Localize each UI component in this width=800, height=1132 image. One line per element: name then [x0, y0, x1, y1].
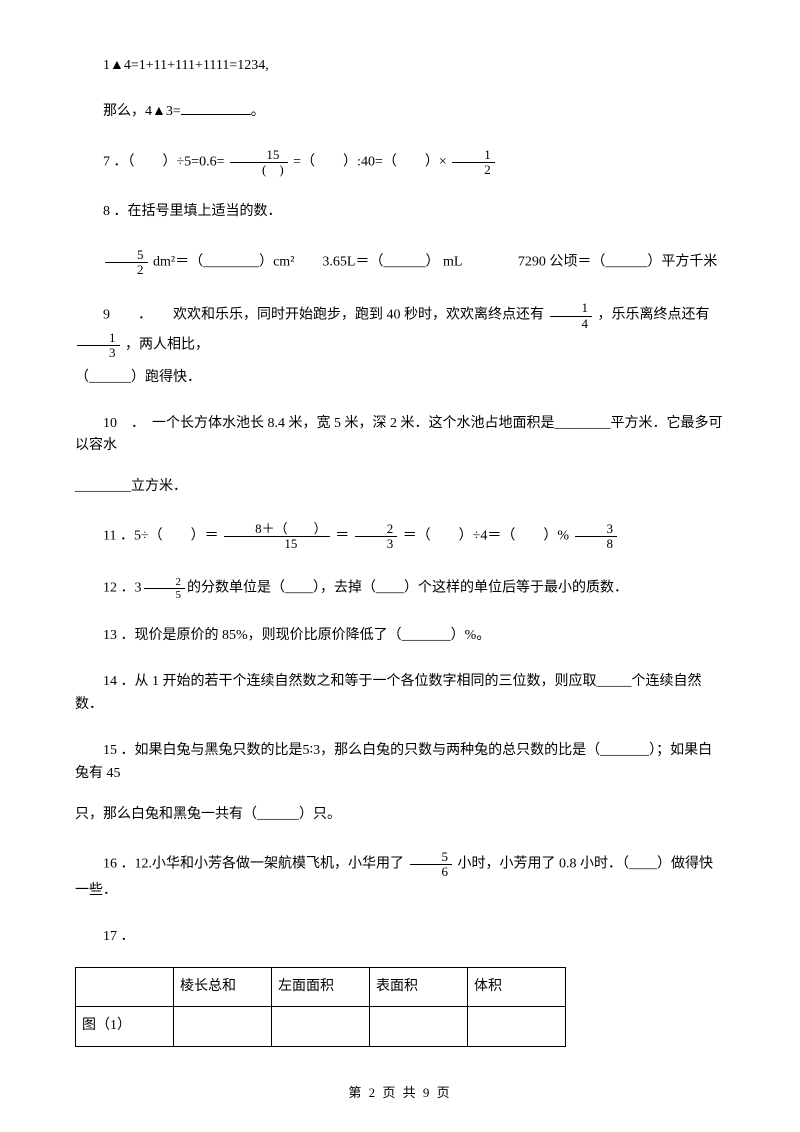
numerator: 2: [355, 522, 398, 537]
fraction-2-3: 2 3: [355, 522, 398, 552]
q15-line1: 15 ．如果白兔与黑兔只数的比是5∶3，那么白兔的只数与两种兔的总只数的比是（_…: [75, 740, 725, 786]
denominator: 5: [144, 589, 186, 601]
q17-table: 棱长总和 左面面积 表面积 体积 图（1）: [75, 967, 566, 1047]
numerator: 3: [575, 522, 618, 537]
table-cell: [76, 967, 174, 1006]
q9-line1: 9 ． 欢欢和乐乐，同时开始跑步，跑到 40 秒时，欢欢离终点还有 1 4 ，乐…: [75, 301, 725, 360]
text: 9 ． 欢欢和乐乐，同时开始跑步，跑到 40 秒时，欢欢离终点还有: [103, 308, 544, 323]
text: 11 ．5÷（ ）＝: [103, 529, 219, 544]
denominator: 2: [452, 163, 495, 177]
table-cell: [468, 1007, 566, 1046]
text: ，乐乐离终点还有: [598, 308, 710, 323]
denominator: 6: [410, 865, 453, 879]
fraction-5-2: 5 2: [105, 248, 148, 278]
q-pre-line1: 1▲4=1+11+111+1111=1234,: [75, 55, 725, 77]
table-cell: [272, 1007, 370, 1046]
q15-line2: 只，那么白兔和黑兔一共有（______）只。: [75, 804, 725, 826]
fraction-3-8: 3 8: [575, 522, 618, 552]
text: 15 ．如果白兔与黑兔只数的比是: [103, 743, 303, 758]
q12: 12 ．3 2 5 的分数单位是（____），去掉（____）个这样的单位后等于…: [75, 576, 725, 601]
fraction-1-3: 1 3: [77, 331, 120, 361]
q10-line1: 10 ． 一个长方体水池长 8.4 米，宽 5 米，深 2 米．这个水池占地面积…: [75, 413, 725, 458]
blank: [181, 101, 251, 115]
page-footer: 第 2 页 共 9 页: [0, 1083, 800, 1104]
numerator: 8＋（ ）: [224, 522, 330, 537]
table-row: 图（1）: [76, 1007, 566, 1046]
denominator: 2: [105, 263, 148, 277]
text: 的分数单位是（____），去掉（____）个这样的单位后等于最小的质数．: [187, 580, 628, 595]
numerator: 1: [452, 148, 495, 163]
q13: 13 ．现价是原价的 85%，则现价比原价降低了（_______）%。: [75, 625, 725, 647]
q9-line2: （______）跑得快．: [75, 367, 725, 389]
denominator: 4: [550, 317, 593, 331]
text: 16 ．12.小华和小芳各做一架航模飞机，小华用了: [103, 857, 404, 872]
denominator: 15: [224, 537, 330, 551]
numerator: 5: [410, 850, 453, 865]
table-cell: 左面面积: [272, 967, 370, 1006]
fraction-1-4: 1 4: [550, 301, 593, 331]
q-pre-line2: 那么，4▲3= 。: [75, 101, 725, 123]
numerator: 1: [77, 331, 120, 346]
ratio: 5∶3: [303, 743, 321, 758]
q8-title: 8 ．在括号里填上适当的数．: [75, 201, 725, 223]
text: =（ ）:40=（ ）×: [293, 154, 447, 169]
text: ＝（ ）÷4＝（ ）%: [403, 529, 569, 544]
text: 12 ．3: [103, 580, 142, 595]
table-cell: 棱长总和: [174, 967, 272, 1006]
q11: 11 ．5÷（ ）＝ 8＋（ ） 15 ＝ 2 3 ＝（ ）÷4＝（ ）% 3 …: [75, 522, 725, 552]
fraction-8plus: 8＋（ ） 15: [224, 522, 330, 552]
fraction-5-6: 5 6: [410, 850, 453, 880]
numerator: 1: [550, 301, 593, 316]
numerator: 2: [144, 576, 186, 589]
numerator: 15: [230, 148, 288, 163]
q10-line2: ________立方米．: [75, 476, 725, 498]
q14: 14 ．从 1 开始的若干个连续自然数之和等于一个各位数字相同的三位数，则应取_…: [75, 671, 725, 716]
fraction-15-paren: 15 ( ): [230, 148, 288, 178]
fraction-2-5: 2 5: [144, 576, 186, 601]
text: 7 ．（ ）÷5=0.6=: [103, 154, 224, 169]
fraction-half: 1 2: [452, 148, 495, 178]
q7: 7 ．（ ）÷5=0.6= 15 ( ) =（ ）:40=（ ）× 1 2: [75, 148, 725, 178]
table-row: 棱长总和 左面面积 表面积 体积: [76, 967, 566, 1006]
denominator: 8: [575, 537, 618, 551]
q8-body: 5 2 dm²＝（________）cm² 3.65L＝（______） mL …: [75, 248, 725, 278]
text: ＝: [335, 529, 349, 544]
text: ，两人相比，: [125, 338, 209, 353]
table-cell: [370, 1007, 468, 1046]
denominator: 3: [355, 537, 398, 551]
table-cell: 图（1）: [76, 1007, 174, 1046]
table-cell: 体积: [468, 967, 566, 1006]
denominator: 3: [77, 346, 120, 360]
numerator: 5: [105, 248, 148, 263]
denominator: ( ): [230, 163, 288, 177]
table-cell: [174, 1007, 272, 1046]
table-cell: 表面积: [370, 967, 468, 1006]
text: dm²＝（________）cm² 3.65L＝（______） mL 7290…: [153, 254, 717, 269]
text: 那么，4▲3=: [103, 104, 181, 119]
q16: 16 ．12.小华和小芳各做一架航模飞机，小华用了 5 6 小时，小芳用了 0.…: [75, 850, 725, 902]
q17: 17 ．: [75, 926, 725, 948]
text: 。: [251, 104, 265, 119]
